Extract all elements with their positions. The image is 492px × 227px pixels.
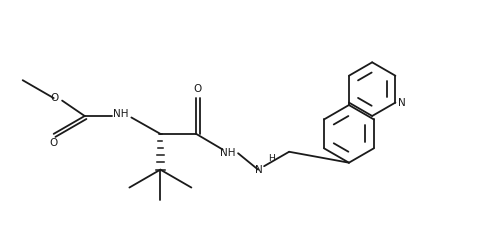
Text: O: O xyxy=(51,93,59,103)
Text: N: N xyxy=(255,165,263,175)
Text: NH: NH xyxy=(113,109,128,119)
Text: N: N xyxy=(398,98,405,108)
Text: H: H xyxy=(269,154,276,163)
Text: O: O xyxy=(193,84,202,94)
Text: NH: NH xyxy=(220,148,235,158)
Text: O: O xyxy=(50,138,58,148)
